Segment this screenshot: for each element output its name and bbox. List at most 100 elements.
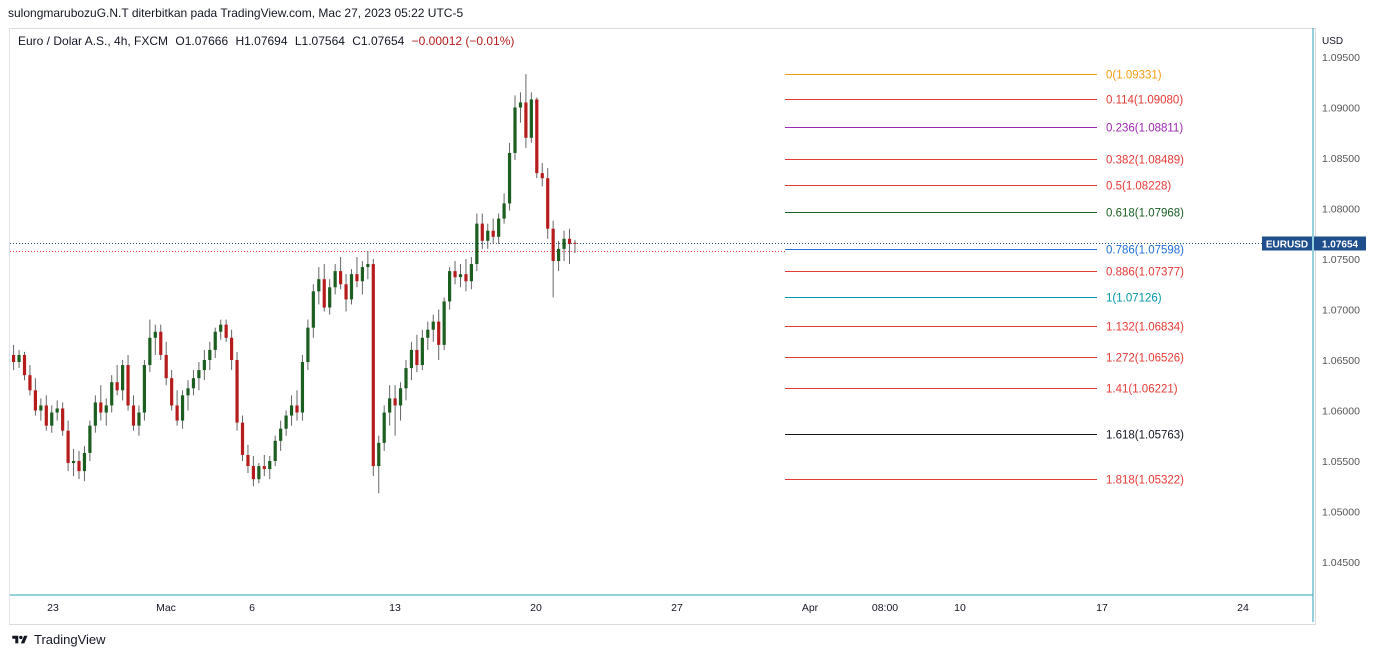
candle-body	[388, 398, 392, 413]
candle-body	[44, 405, 48, 426]
candle-body	[202, 360, 206, 371]
candle-body	[377, 442, 381, 467]
candle-body	[448, 271, 452, 302]
candle-body	[148, 337, 152, 366]
candle-body	[529, 99, 533, 138]
candle-body	[573, 242, 577, 244]
candle-body	[273, 440, 277, 461]
candle-body	[540, 173, 544, 179]
candle-body	[486, 230, 490, 241]
candle-body	[164, 354, 168, 379]
legend-low: L1.07564	[294, 34, 345, 48]
price-tick-label: 1.08500	[1322, 153, 1360, 165]
fib-level-label: 0.5(1.08228)	[1106, 181, 1171, 193]
candle-body	[61, 408, 65, 431]
time-tick-label: Apr	[802, 602, 819, 614]
candle-body	[442, 301, 446, 345]
candle-body	[159, 331, 163, 355]
candle-body	[251, 466, 255, 480]
price-tick-label: 1.09000	[1322, 103, 1360, 115]
candle-body	[557, 248, 561, 262]
candle-body	[39, 405, 43, 411]
candle-body	[170, 378, 174, 406]
candle-body	[322, 279, 326, 308]
symbol-badge	[1262, 236, 1312, 251]
symbol-badge-label: EURUSD	[1266, 240, 1308, 251]
candle-body	[82, 452, 87, 472]
legend-change: −0.00012 (−0.01%)	[411, 34, 515, 48]
candle-body	[175, 405, 179, 421]
candle-body	[93, 402, 97, 426]
price-tick-label: 1.07000	[1322, 305, 1360, 317]
fib-level-label: 1.272(1.06526)	[1106, 353, 1184, 365]
candle-body	[279, 428, 283, 441]
candle-body	[458, 274, 463, 278]
price-axis-unit: USD	[1322, 36, 1343, 47]
fib-level-label: 1(1.07126)	[1106, 293, 1162, 305]
price-tick-label: 1.06000	[1322, 406, 1360, 418]
time-tick-label: 08:00	[872, 602, 898, 614]
candle-body	[535, 99, 539, 174]
legend-open: O1.07666	[175, 34, 229, 48]
fib-level-label: 1.132(1.06834)	[1106, 322, 1184, 334]
ohlc-legend: Euro / Dolar A.S., 4h, FXCM O1.07666 H1.…	[18, 34, 518, 48]
fib-level-label: 1.618(1.05763)	[1106, 430, 1184, 442]
candle-body	[344, 284, 348, 300]
legend-symbol: Euro / Dolar A.S., 4h, FXCM	[18, 34, 169, 48]
candle-body	[230, 337, 234, 360]
candle-body	[126, 365, 130, 406]
candle-body	[317, 279, 321, 292]
candle-body	[180, 395, 185, 421]
candle-body	[257, 466, 261, 480]
time-tick-label: 27	[671, 602, 683, 614]
candle-body	[197, 370, 201, 379]
time-tick-label: 17	[1096, 602, 1108, 614]
candle-body	[464, 274, 468, 282]
fib-level-label: 0.114(1.09080)	[1106, 95, 1183, 107]
tradingview-footer[interactable]: TradingView	[10, 632, 106, 647]
price-tick-label: 1.06500	[1322, 355, 1360, 367]
candle-body	[88, 425, 92, 453]
candle-body	[22, 354, 27, 376]
candle-body	[240, 422, 245, 455]
candle-body	[137, 412, 141, 426]
time-tick-label: 13	[389, 602, 401, 614]
candle-body	[153, 331, 157, 338]
last-price-badge-label: 1.07654	[1322, 240, 1359, 251]
candle-body	[333, 271, 337, 288]
candle-body	[475, 223, 479, 265]
candle-body	[295, 405, 299, 413]
tradingview-brand: TradingView	[34, 632, 106, 647]
candle-body	[562, 238, 566, 249]
fib-level-label: 1.818(1.05322)	[1106, 475, 1184, 487]
candle-body	[104, 405, 108, 413]
price-tick-label: 1.08000	[1322, 204, 1360, 216]
time-tick-label: 20	[530, 602, 542, 614]
candle-body	[431, 321, 435, 330]
candle-body	[306, 327, 310, 363]
candle-body	[115, 382, 119, 391]
candle-body	[289, 405, 294, 416]
candle-body	[349, 274, 354, 300]
candle-body	[142, 365, 146, 413]
legend-high: H1.07694	[235, 34, 288, 48]
candle-body	[311, 291, 315, 328]
time-tick-label: 24	[1237, 602, 1249, 614]
fib-level-label: 0.618(1.07968)	[1106, 208, 1184, 220]
chart-frame	[9, 28, 1316, 625]
time-tick-label: 23	[47, 602, 59, 614]
fib-level-label: 0.382(1.08489)	[1106, 155, 1184, 167]
candle-body	[208, 349, 212, 360]
candle-body	[469, 264, 473, 282]
candle-body	[50, 412, 54, 426]
publication-attribution: sulongmarubozuG.N.T diterbitkan pada Tra…	[8, 6, 464, 20]
candle-body	[524, 102, 528, 138]
candle-body	[420, 337, 424, 366]
fib-level-label: 0.886(1.07377)	[1106, 267, 1184, 279]
legend-close: C1.07654	[352, 34, 405, 48]
candle-body	[66, 430, 70, 464]
candle-body	[371, 264, 375, 467]
candle-body	[131, 405, 136, 426]
candle-body	[246, 454, 250, 467]
